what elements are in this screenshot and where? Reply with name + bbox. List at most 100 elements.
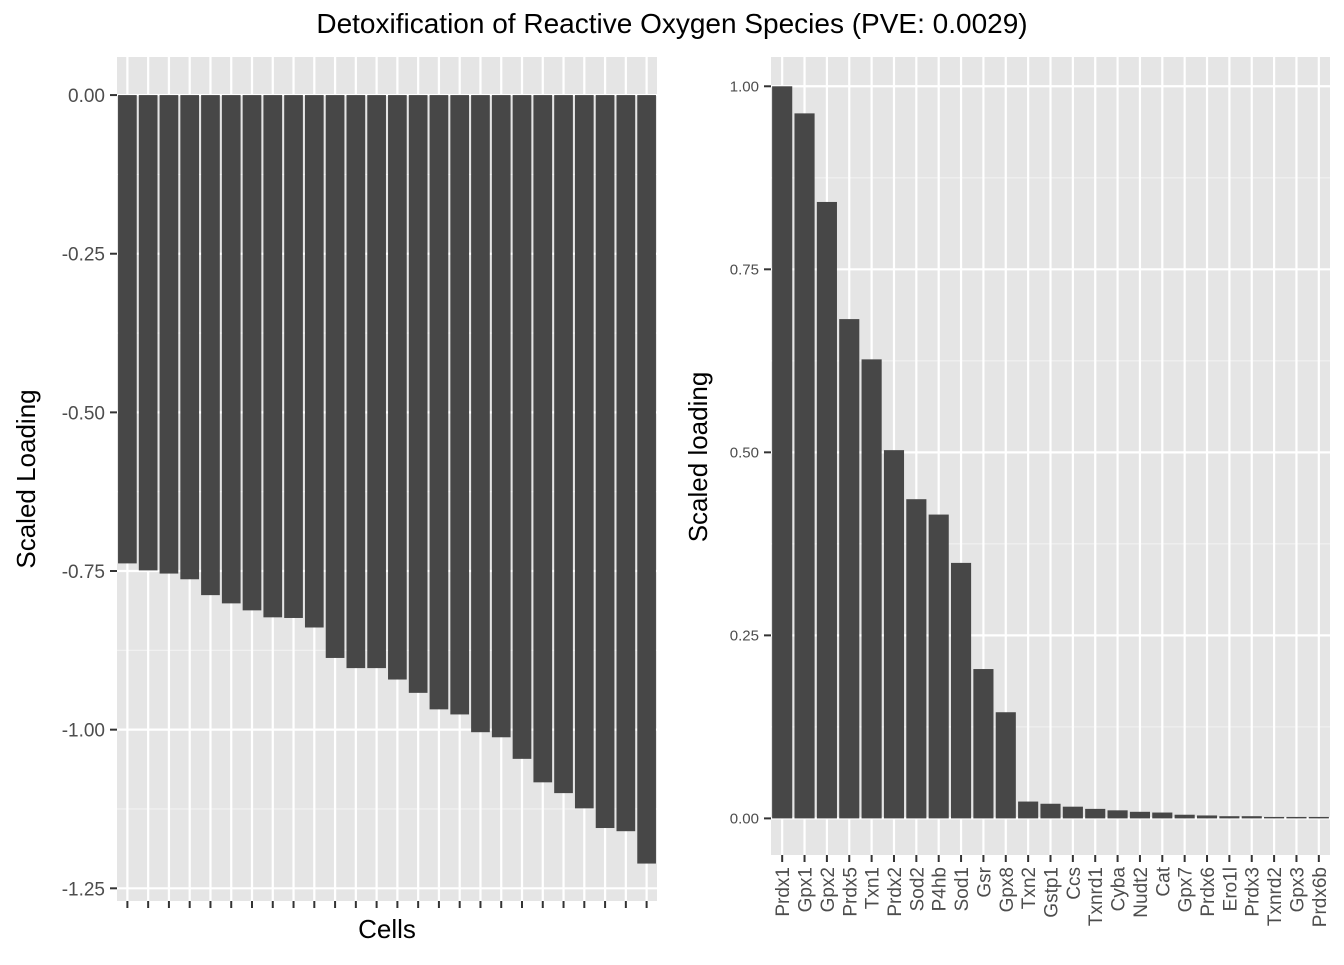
right-x-tick-label: Gpx1 <box>796 867 817 912</box>
left-y-tick-label: 0.00 <box>68 86 105 107</box>
left-y-tick-label: -1.25 <box>62 879 105 900</box>
left-bar <box>284 95 303 618</box>
left-bar <box>429 95 449 710</box>
left-bar <box>512 95 532 759</box>
right-x-tick-label: Txn2 <box>1019 867 1040 909</box>
right-y-axis: 0.00 0.25 0.50 0.75 1.00 <box>730 78 771 827</box>
left-bar <box>201 95 220 596</box>
right-x-tick-label: Ero1l <box>1220 867 1241 911</box>
right-panel: 0.000.250.500.751.00 Prdx1 Gpx1 Gpx2 Prdx5 T… <box>683 57 1331 927</box>
left-bar <box>574 95 594 809</box>
left-bar <box>221 95 241 604</box>
left-bar <box>242 95 262 611</box>
left-bar <box>346 95 366 669</box>
right-bar <box>1129 811 1151 819</box>
right-bar <box>1062 806 1083 819</box>
right-bar <box>1018 801 1039 819</box>
left-bar <box>595 95 615 829</box>
right-bar <box>772 86 793 819</box>
right-bar <box>1241 816 1262 819</box>
left-bar <box>325 95 345 658</box>
right-x-tick-label: Gpx7 <box>1176 867 1197 912</box>
right-bar <box>794 113 815 819</box>
left-bar <box>263 95 283 618</box>
right-bar <box>906 499 927 819</box>
right-x-tick-label: Gpx8 <box>997 867 1018 912</box>
right-y-tick-label: 0.00 <box>730 810 759 827</box>
right-x-tick-label: Prdx6 <box>1198 867 1219 917</box>
right-x-tick-label: Gpx2 <box>818 867 839 912</box>
right-y-tick-label: 1.00 <box>730 78 759 95</box>
right-bar <box>1085 808 1106 819</box>
right-bar <box>861 359 882 819</box>
right-x-tick-label: Prdx1 <box>773 867 794 917</box>
left-x-axis <box>126 901 648 908</box>
left-bar <box>388 95 407 680</box>
right-bar <box>973 669 994 819</box>
left-bar <box>491 95 511 738</box>
right-x-tick-label: Prdx2 <box>885 867 906 917</box>
right-x-tick-label: Prdx3 <box>1243 867 1264 917</box>
chart-title: Detoxification of Reactive Oxygen Specie… <box>316 8 1027 39</box>
right-x-tick-label: Ccs <box>1064 867 1085 900</box>
left-bar <box>304 95 324 628</box>
left-bar <box>180 95 200 580</box>
right-x-tick-label: P4hb <box>930 867 951 911</box>
left-bar <box>637 95 656 864</box>
left-panel: 0.00 -0.25 -0.50 -0.75 -1.00 -1.25 Cells Scal… <box>11 57 657 944</box>
left-bar <box>533 95 553 783</box>
left-y-tick-label: -0.75 <box>62 562 105 583</box>
left-y-axis: 0.00 -0.25 -0.50 -0.75 -1.00 -1.25 <box>62 86 117 900</box>
right-bar <box>1174 814 1195 819</box>
right-bar <box>1152 812 1173 819</box>
right-bar <box>1286 816 1307 819</box>
left-bar <box>367 95 386 669</box>
left-bars <box>118 95 656 864</box>
left-x-axis-title: Cells <box>358 914 416 944</box>
right-x-tick-label: Prdx6b <box>1310 867 1331 927</box>
right-bar <box>1040 803 1061 819</box>
right-x-tick-label: Gsr <box>974 866 995 897</box>
right-x-tick-label: Cyba <box>1109 867 1130 912</box>
right-x-tick-label: Txnrd2 <box>1265 867 1286 926</box>
right-bar <box>1107 810 1128 819</box>
right-bar <box>1219 816 1240 819</box>
right-bar <box>1264 816 1285 819</box>
right-x-tick-label: Prdx5 <box>840 867 861 917</box>
left-y-tick-label: -0.25 <box>62 245 105 266</box>
left-y-axis-title: Scaled Loading <box>11 389 41 568</box>
right-x-tick-label: Cat <box>1153 866 1174 896</box>
left-bar <box>554 95 573 794</box>
right-bars <box>772 86 1329 819</box>
right-bar <box>816 201 837 819</box>
left-bar <box>408 95 428 693</box>
right-x-axis: Prdx1 Gpx1 Gpx2 Prdx5 Txn1 Prdx2 Sod2 P4hb Sod1 G… <box>773 855 1331 927</box>
right-bar <box>995 712 1016 819</box>
right-bar <box>950 562 972 819</box>
right-x-tick-label: Gstp1 <box>1042 867 1063 918</box>
right-bar <box>1308 816 1329 819</box>
right-x-tick-label: Sod1 <box>952 867 973 911</box>
right-y-axis-title: Scaled loading <box>683 372 713 543</box>
left-bar <box>450 95 470 715</box>
right-y-tick-label: 0.50 <box>730 444 759 461</box>
right-y-tick-label: 0.75 <box>730 261 759 278</box>
right-bar <box>928 514 949 819</box>
right-x-tick-label: Nudt2 <box>1131 867 1152 918</box>
right-x-tick-label: Txn1 <box>863 867 884 909</box>
right-bar <box>883 450 905 819</box>
right-x-tick-label: Sod2 <box>907 867 928 911</box>
right-bar <box>1196 815 1218 819</box>
left-y-tick-label: -1.00 <box>62 721 105 742</box>
right-x-tick-label: Txnrd1 <box>1086 867 1107 926</box>
left-bar <box>471 95 490 733</box>
left-bar <box>118 95 137 564</box>
left-bar <box>159 95 179 574</box>
right-y-tick-label: 0.25 <box>730 627 759 644</box>
left-bar <box>616 95 636 832</box>
left-bar <box>138 95 158 571</box>
right-x-tick-label: Gpx3 <box>1287 867 1308 912</box>
left-y-tick-label: -0.50 <box>62 403 105 424</box>
right-bar <box>839 319 860 819</box>
